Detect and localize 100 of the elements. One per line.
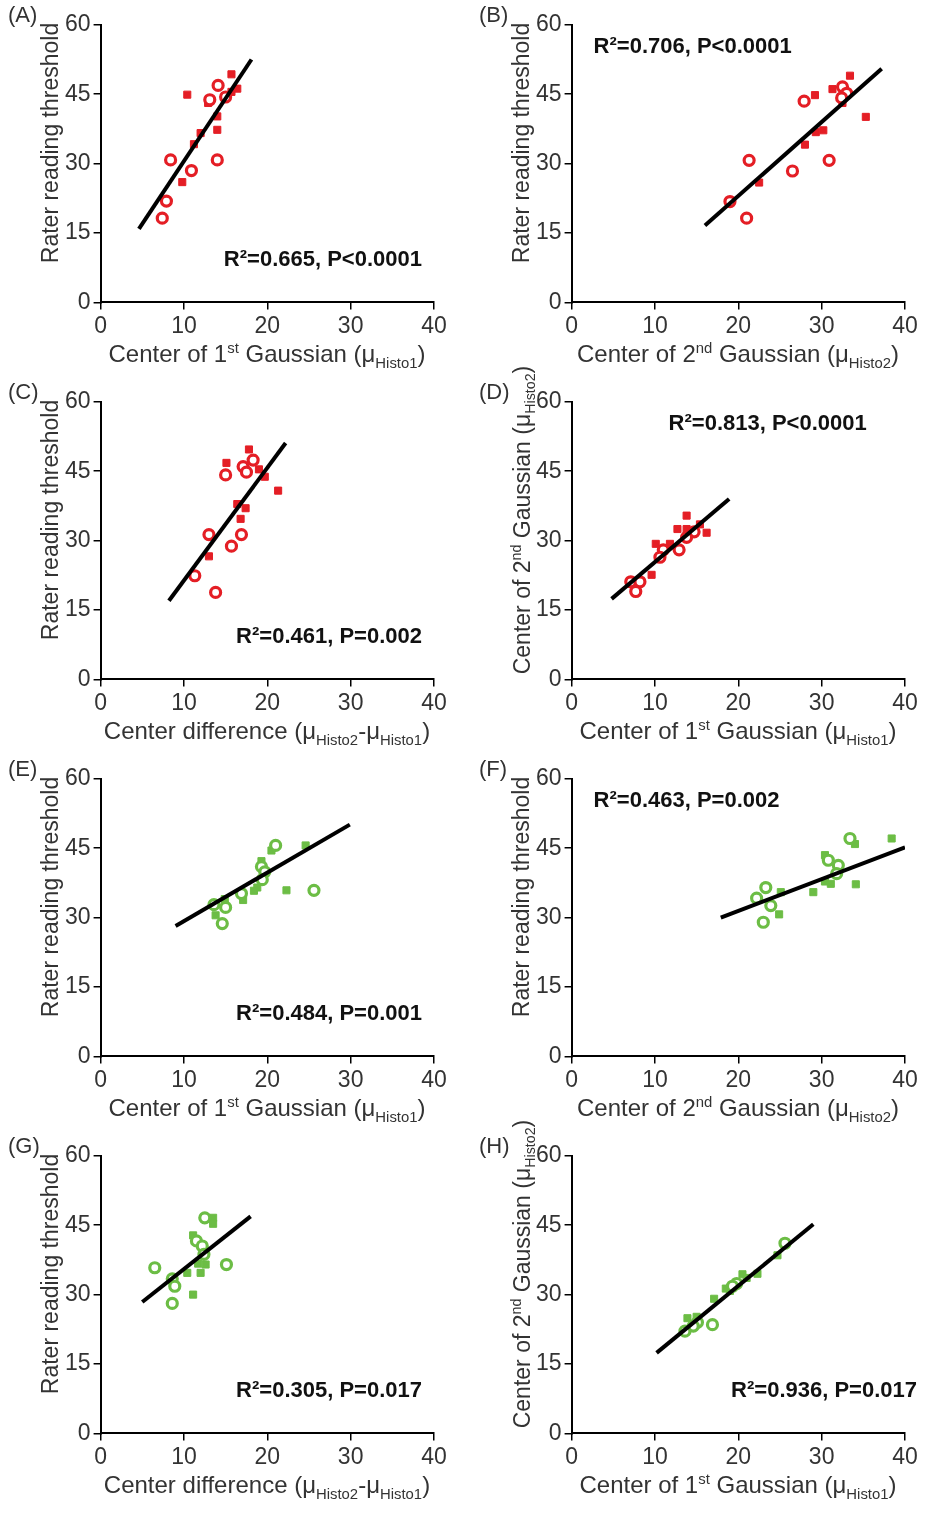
annotation: R²=0.461, P=0.002 bbox=[236, 623, 422, 649]
x-tick-label: 10 bbox=[171, 688, 197, 715]
x-axis-title: Center difference (μ$_{Histo2}$-μ$_{Histo1}$) bbox=[102, 717, 432, 748]
y-tick-label: 15 bbox=[535, 218, 562, 245]
y-tick-label: 15 bbox=[64, 595, 91, 622]
y-tick-label: 45 bbox=[64, 1210, 91, 1237]
y-tick-label: 30 bbox=[64, 148, 91, 175]
y-tick-label: 45 bbox=[535, 79, 562, 106]
y-tick-label: 60 bbox=[535, 764, 562, 791]
x-tick-label: 20 bbox=[254, 1442, 281, 1469]
y-tick-label: 60 bbox=[64, 387, 91, 414]
x-tick-label: 30 bbox=[808, 1065, 835, 1092]
y-tick-label: 45 bbox=[64, 79, 91, 106]
y-tick-label: 30 bbox=[64, 525, 91, 552]
y-tick-label: 0 bbox=[77, 1041, 91, 1068]
y-tick-label: 60 bbox=[535, 1141, 562, 1168]
x-tick-label: 20 bbox=[254, 688, 281, 715]
x-tick-label: 30 bbox=[337, 311, 364, 338]
y-tick-label: 30 bbox=[535, 148, 562, 175]
y-tick-label: 60 bbox=[64, 764, 91, 791]
y-tick-label: 45 bbox=[535, 833, 562, 860]
annotation: R²=0.305, P=0.017 bbox=[236, 1377, 422, 1403]
x-tick-label: 40 bbox=[421, 688, 447, 715]
x-tick-label: 30 bbox=[337, 1065, 364, 1092]
y-axis-title: Rater reading threshold bbox=[508, 22, 534, 264]
x-tick-label: 10 bbox=[642, 1442, 668, 1469]
x-tick-label: 20 bbox=[254, 1065, 281, 1092]
y-tick-label: 45 bbox=[64, 833, 91, 860]
annotation: R²=0.463, P=0.002 bbox=[593, 786, 780, 812]
y-tick-label: 15 bbox=[535, 1349, 562, 1376]
y-tick-label: 0 bbox=[77, 1418, 91, 1445]
chart-title: (G) bbox=[8, 1133, 40, 1158]
x-tick-label: 40 bbox=[421, 311, 447, 338]
x-tick-label: 20 bbox=[725, 1065, 752, 1092]
x-tick-label: 40 bbox=[892, 311, 918, 338]
y-tick-label: 0 bbox=[77, 664, 91, 691]
y-tick-label: 0 bbox=[77, 287, 91, 314]
annotation: R²=0.484, P=0.001 bbox=[236, 1000, 422, 1026]
chart-title: (C) bbox=[8, 379, 39, 405]
chart-title: (F) bbox=[479, 756, 508, 782]
x-tick-label: 10 bbox=[642, 311, 668, 338]
y-axis-title: Rater reading threshold bbox=[37, 399, 63, 641]
x-tick-label: 30 bbox=[808, 1442, 835, 1469]
x-axis-title: Center of 2$^{nd}$ Gaussian (μ$_{Histo2}$) bbox=[576, 1094, 900, 1125]
x-axis-title: Center of 1$^{st}$ Gaussian (μ$_{Histo1}$) bbox=[578, 1471, 898, 1502]
x-tick-label: 10 bbox=[642, 688, 668, 715]
y-tick-label: 45 bbox=[64, 456, 91, 483]
x-axis-title: Center difference (μ$_{Histo2}$-μ$_{Histo1}$) bbox=[102, 1471, 432, 1502]
y-tick-label: 15 bbox=[535, 595, 562, 622]
x-tick-label: 20 bbox=[725, 1442, 752, 1469]
chart-title: (A) bbox=[8, 2, 38, 28]
y-tick-label: 30 bbox=[535, 902, 562, 929]
annotation: R²=0.813, P<0.0001 bbox=[668, 409, 867, 435]
x-tick-label: 30 bbox=[808, 311, 835, 338]
y-tick-label: 60 bbox=[64, 1141, 91, 1168]
y-axis-title: Rater reading threshold bbox=[37, 1153, 63, 1395]
x-tick-label: 40 bbox=[892, 1065, 918, 1092]
x-axis-title: Center of 1$^{st}$ Gaussian (μ$_{Histo1}$) bbox=[578, 717, 898, 748]
annotation: R²=0.665, P<0.0001 bbox=[223, 246, 422, 272]
x-tick-label: 40 bbox=[892, 1442, 918, 1469]
y-tick-label: 0 bbox=[548, 287, 562, 314]
y-tick-label: 15 bbox=[64, 972, 91, 999]
y-tick-label: 60 bbox=[535, 387, 562, 414]
y-axis-title: Rater reading threshold bbox=[508, 776, 534, 1018]
x-tick-label: 30 bbox=[808, 688, 835, 715]
x-axis-title: Center of 1$^{st}$ Gaussian (μ$_{Histo1}$) bbox=[107, 1094, 427, 1125]
chart-title: (B) bbox=[479, 2, 509, 28]
x-tick-label: 20 bbox=[254, 311, 281, 338]
x-tick-label: 10 bbox=[642, 1065, 668, 1092]
x-axis-title: Center of 2$^{nd}$ Gaussian (μ$_{Histo2}$) bbox=[576, 340, 900, 371]
annotation: R²=0.706, P<0.0001 bbox=[593, 32, 792, 58]
y-tick-label: 60 bbox=[535, 10, 562, 37]
chart-title: (D) bbox=[479, 379, 510, 405]
y-axis-title: Rater reading threshold bbox=[37, 776, 63, 1018]
y-axis-title: Rater reading threshold bbox=[37, 22, 63, 264]
x-tick-label: 40 bbox=[421, 1065, 447, 1092]
chart-title: (E) bbox=[8, 756, 38, 782]
y-tick-label: 30 bbox=[64, 1279, 91, 1306]
chart-title: (H) bbox=[479, 1133, 510, 1159]
annotation: R²=0.936, P=0.017 bbox=[731, 1377, 917, 1403]
x-tick-label: 10 bbox=[171, 311, 197, 338]
y-tick-label: 30 bbox=[535, 1279, 562, 1306]
y-tick-label: 15 bbox=[535, 972, 562, 999]
x-tick-label: 20 bbox=[725, 311, 752, 338]
x-tick-label: 30 bbox=[337, 1442, 364, 1469]
x-tick-label: 10 bbox=[171, 1442, 197, 1469]
y-tick-label: 15 bbox=[64, 1349, 91, 1376]
y-tick-label: 0 bbox=[548, 1041, 562, 1068]
y-tick-label: 0 bbox=[548, 664, 562, 691]
x-tick-label: 30 bbox=[337, 688, 364, 715]
x-tick-label: 20 bbox=[725, 688, 752, 715]
x-tick-label: 10 bbox=[171, 1065, 197, 1092]
y-tick-label: 0 bbox=[548, 1418, 562, 1445]
y-tick-label: 60 bbox=[64, 10, 91, 37]
x-axis-title: Center of 1$^{st}$ Gaussian (μ$_{Histo1}$) bbox=[107, 340, 427, 371]
y-tick-label: 15 bbox=[64, 218, 91, 245]
x-tick-label: 40 bbox=[892, 688, 918, 715]
x-tick-label: 40 bbox=[421, 1442, 447, 1469]
y-tick-label: 30 bbox=[535, 525, 562, 552]
y-tick-label: 30 bbox=[64, 902, 91, 929]
